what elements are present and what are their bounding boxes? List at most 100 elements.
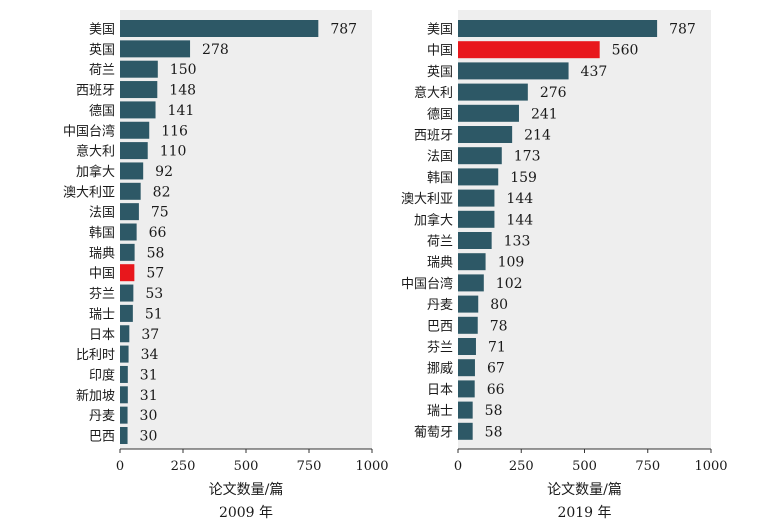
bar bbox=[120, 243, 135, 261]
category-label: 中国 bbox=[89, 267, 115, 282]
category-label: 澳大利亚 bbox=[401, 191, 453, 207]
bar bbox=[458, 168, 499, 186]
year-label: 2019 年 bbox=[557, 505, 611, 521]
bar bbox=[458, 253, 486, 271]
bar bbox=[120, 304, 133, 322]
bar bbox=[120, 223, 137, 241]
value-label: 30 bbox=[140, 408, 158, 424]
bar bbox=[458, 20, 658, 37]
bar bbox=[120, 406, 128, 424]
x-axis-title: 论文数量/篇 bbox=[209, 482, 284, 498]
value-label: 159 bbox=[510, 170, 537, 186]
bar bbox=[458, 147, 502, 165]
bar bbox=[458, 126, 513, 143]
category-label: 巴西 bbox=[89, 430, 115, 445]
value-label: 30 bbox=[140, 429, 158, 445]
value-label: 144 bbox=[506, 212, 533, 228]
bar bbox=[458, 104, 519, 122]
value-label: 92 bbox=[155, 164, 173, 180]
category-label: 意大利 bbox=[414, 85, 453, 101]
x-tick-label: 250 bbox=[171, 459, 196, 474]
category-label: 中国台湾 bbox=[63, 123, 115, 139]
category-label: 比利时 bbox=[76, 348, 115, 363]
bar bbox=[120, 365, 128, 383]
bar bbox=[120, 162, 144, 180]
value-label: 66 bbox=[487, 382, 505, 398]
bar bbox=[458, 274, 484, 292]
category-label: 瑞士 bbox=[89, 307, 115, 322]
bar bbox=[120, 81, 158, 99]
value-label: 787 bbox=[330, 22, 357, 38]
plot-background bbox=[120, 10, 372, 449]
value-label: 148 bbox=[169, 83, 196, 99]
bar bbox=[458, 295, 479, 313]
value-label: 78 bbox=[490, 318, 508, 334]
year-label: 2009 年 bbox=[219, 505, 273, 521]
value-label: 58 bbox=[485, 403, 503, 419]
value-label: 66 bbox=[149, 225, 167, 241]
bar bbox=[120, 386, 128, 404]
value-label: 31 bbox=[140, 388, 158, 404]
value-label: 51 bbox=[145, 306, 163, 322]
bar bbox=[458, 210, 495, 228]
bar bbox=[458, 359, 475, 377]
x-tick-label: 750 bbox=[297, 459, 322, 474]
category-label: 荷兰 bbox=[89, 63, 115, 78]
bar bbox=[120, 264, 135, 282]
value-label: 53 bbox=[145, 286, 163, 302]
category-label: 中国 bbox=[427, 44, 453, 59]
category-label: 日本 bbox=[427, 383, 453, 398]
value-label: 34 bbox=[141, 347, 159, 363]
category-label: 葡萄牙 bbox=[414, 425, 453, 440]
chart-panel-0: 美国 787 英国 278 荷兰 150 西班牙 148 德国 141 中国台湾 116 意大利 110 加… bbox=[63, 10, 389, 521]
value-label: 241 bbox=[531, 106, 558, 122]
bar bbox=[458, 422, 473, 440]
bar bbox=[458, 380, 475, 398]
category-label: 英国 bbox=[89, 43, 115, 58]
value-label: 173 bbox=[514, 149, 541, 165]
bar bbox=[458, 232, 492, 249]
bar bbox=[120, 101, 156, 119]
value-label: 560 bbox=[612, 43, 639, 59]
value-label: 67 bbox=[487, 361, 505, 377]
x-tick-label: 750 bbox=[635, 459, 660, 474]
x-tick-label: 0 bbox=[454, 459, 462, 474]
category-label: 瑞士 bbox=[427, 404, 453, 419]
x-tick-label: 1000 bbox=[694, 459, 727, 474]
category-label: 德国 bbox=[427, 107, 453, 122]
bar bbox=[458, 83, 528, 101]
category-label: 日本 bbox=[89, 328, 115, 343]
value-label: 276 bbox=[540, 85, 567, 101]
category-label: 美国 bbox=[427, 23, 453, 38]
value-label: 37 bbox=[141, 327, 159, 343]
category-label: 瑞典 bbox=[427, 256, 453, 271]
category-label: 韩国 bbox=[427, 171, 453, 186]
value-label: 278 bbox=[202, 42, 229, 58]
category-label: 加拿大 bbox=[76, 164, 115, 180]
bar bbox=[120, 20, 319, 37]
value-label: 31 bbox=[140, 367, 158, 383]
value-label: 437 bbox=[581, 64, 608, 80]
bar bbox=[120, 142, 148, 160]
x-tick-label: 250 bbox=[509, 459, 534, 474]
bar bbox=[120, 345, 129, 363]
bar bbox=[120, 203, 139, 221]
bar bbox=[458, 62, 569, 80]
category-label: 德国 bbox=[89, 104, 115, 119]
category-label: 澳大利亚 bbox=[63, 184, 115, 200]
value-label: 109 bbox=[498, 255, 525, 271]
category-label: 丹麦 bbox=[89, 409, 115, 424]
value-label: 102 bbox=[496, 276, 523, 292]
category-label: 韩国 bbox=[89, 226, 115, 241]
bar bbox=[458, 189, 495, 207]
x-tick-label: 1000 bbox=[355, 459, 388, 474]
category-label: 西班牙 bbox=[76, 84, 115, 99]
value-label: 787 bbox=[669, 22, 696, 38]
value-label: 150 bbox=[170, 62, 197, 78]
bar bbox=[458, 316, 478, 334]
x-tick-label: 500 bbox=[234, 459, 259, 474]
category-label: 加拿大 bbox=[414, 212, 453, 228]
value-label: 144 bbox=[506, 191, 533, 207]
value-label: 110 bbox=[160, 144, 187, 160]
